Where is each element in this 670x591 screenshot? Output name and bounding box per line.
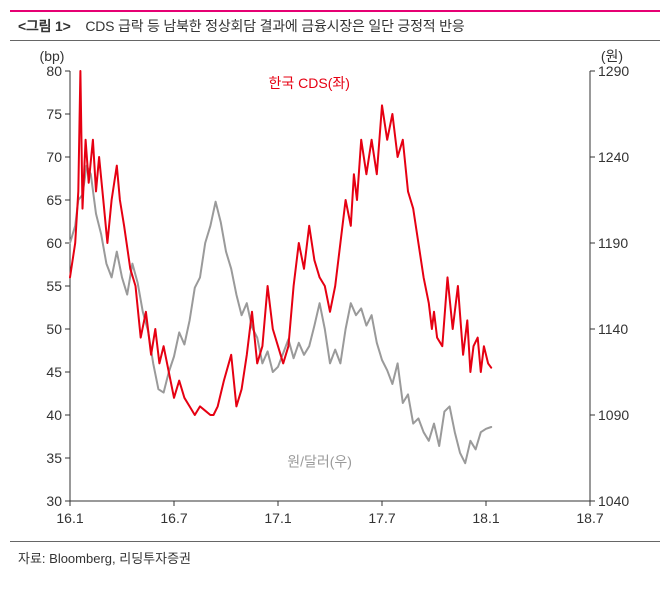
- svg-text:16.7: 16.7: [160, 510, 187, 526]
- series-label: 한국 CDS(좌): [268, 75, 349, 91]
- svg-text:1090: 1090: [598, 407, 629, 423]
- plot-area: 30 35 40 45 50 55 60 65 70 75 80 1040 1090 1140 1190 12…: [10, 41, 660, 541]
- svg-text:1040: 1040: [598, 493, 629, 509]
- svg-text:1290: 1290: [598, 63, 629, 79]
- svg-text:1190: 1190: [598, 235, 628, 251]
- svg-text:18.1: 18.1: [472, 510, 499, 526]
- svg-text:1240: 1240: [598, 149, 629, 165]
- svg-text:35: 35: [46, 450, 62, 466]
- series-line: [70, 71, 491, 415]
- series-line: [70, 166, 491, 464]
- svg-text:75: 75: [46, 106, 62, 122]
- source-label: 자료: Bloomberg, 리딩투자증권: [10, 542, 660, 569]
- svg-text:55: 55: [46, 278, 62, 294]
- svg-text:50: 50: [46, 321, 62, 337]
- svg-text:30: 30: [46, 493, 62, 509]
- svg-text:60: 60: [46, 235, 62, 251]
- figure-label: <그림 1>: [18, 18, 71, 34]
- svg-text:1140: 1140: [598, 321, 628, 337]
- svg-text:16.1: 16.1: [56, 510, 83, 526]
- series-label: 원/달러(우): [287, 454, 352, 470]
- svg-text:17.1: 17.1: [264, 510, 291, 526]
- svg-text:40: 40: [46, 407, 62, 423]
- svg-text:(bp): (bp): [40, 48, 65, 64]
- svg-text:70: 70: [46, 149, 62, 165]
- chart-svg: 30 35 40 45 50 55 60 65 70 75 80 1040 1090 1140 1190 12…: [10, 41, 660, 541]
- svg-text:45: 45: [46, 364, 62, 380]
- svg-text:18.7: 18.7: [576, 510, 603, 526]
- svg-text:80: 80: [46, 63, 62, 79]
- chart-figure: <그림 1> CDS 급락 등 남북한 정상회담 결과에 금융시장은 일단 긍정…: [10, 10, 660, 569]
- svg-text:17.7: 17.7: [368, 510, 395, 526]
- svg-text:(원): (원): [601, 48, 623, 64]
- chart-title: <그림 1> CDS 급락 등 남북한 정상회담 결과에 금융시장은 일단 긍정…: [10, 12, 660, 40]
- title-text: CDS 급락 등 남북한 정상회담 결과에 금융시장은 일단 긍정적 반응: [85, 18, 464, 34]
- svg-text:65: 65: [46, 192, 62, 208]
